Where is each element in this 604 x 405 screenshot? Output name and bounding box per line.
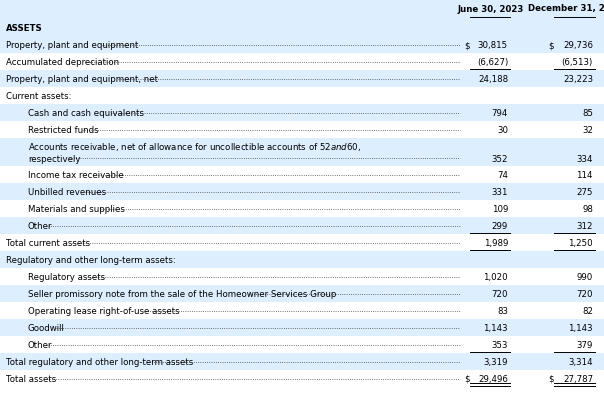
Bar <box>0 122 604 139</box>
Bar <box>0 200 604 217</box>
Text: 275: 275 <box>576 188 593 196</box>
Bar <box>0 105 604 122</box>
Text: $: $ <box>464 41 470 50</box>
Bar <box>0 139 604 166</box>
Text: 83: 83 <box>497 306 508 315</box>
Text: Property, plant and equipment: Property, plant and equipment <box>6 41 138 50</box>
Text: Total assets: Total assets <box>6 374 56 383</box>
Text: 98: 98 <box>582 205 593 213</box>
Text: Seller promissory note from the sale of the Homeowner Services Group: Seller promissory note from the sale of … <box>28 289 336 298</box>
Text: $: $ <box>548 41 554 50</box>
Text: 1,143: 1,143 <box>568 323 593 332</box>
Text: Operating lease right-of-use assets: Operating lease right-of-use assets <box>28 306 179 315</box>
Text: 85: 85 <box>582 109 593 118</box>
Text: 1,020: 1,020 <box>483 272 508 281</box>
Text: Accumulated depreciation: Accumulated depreciation <box>6 58 119 67</box>
Text: 3,314: 3,314 <box>568 357 593 366</box>
Bar <box>0 319 604 336</box>
Bar <box>0 285 604 302</box>
Text: 379: 379 <box>577 340 593 349</box>
Text: 794: 794 <box>492 109 508 118</box>
Bar <box>0 269 604 285</box>
Text: 1,250: 1,250 <box>568 239 593 247</box>
Bar <box>0 37 604 54</box>
Bar <box>0 353 604 370</box>
Bar <box>0 370 604 387</box>
Bar <box>0 54 604 71</box>
Text: 29,496: 29,496 <box>478 374 508 383</box>
Text: Income tax receivable: Income tax receivable <box>28 171 124 179</box>
Text: Regulatory assets: Regulatory assets <box>28 272 105 281</box>
Text: (6,513): (6,513) <box>562 58 593 67</box>
Text: 23,223: 23,223 <box>563 75 593 84</box>
Bar <box>0 88 604 105</box>
Text: 82: 82 <box>582 306 593 315</box>
Text: Total regulatory and other long-term assets: Total regulatory and other long-term ass… <box>6 357 193 366</box>
Text: 32: 32 <box>582 126 593 135</box>
Text: $: $ <box>464 374 470 383</box>
Bar <box>0 166 604 183</box>
Text: Goodwill: Goodwill <box>28 323 65 332</box>
Text: 30: 30 <box>497 126 508 135</box>
Text: 353: 353 <box>492 340 508 349</box>
Text: (6,627): (6,627) <box>477 58 508 67</box>
Text: 720: 720 <box>492 289 508 298</box>
Text: 109: 109 <box>492 205 508 213</box>
Text: respectively: respectively <box>28 154 80 163</box>
Text: June 30, 2023: June 30, 2023 <box>458 4 524 13</box>
Text: December 31, 2022: December 31, 2022 <box>528 4 604 13</box>
Text: 29,736: 29,736 <box>563 41 593 50</box>
Bar <box>0 252 604 269</box>
Bar <box>0 234 604 252</box>
Text: Accounts receivable, net of allowance for uncollectible accounts of $52 and $60,: Accounts receivable, net of allowance fo… <box>28 141 361 153</box>
Text: 299: 299 <box>492 222 508 230</box>
Text: Restricted funds: Restricted funds <box>28 126 98 135</box>
Text: 24,188: 24,188 <box>478 75 508 84</box>
Bar <box>0 336 604 353</box>
Text: 1,143: 1,143 <box>483 323 508 332</box>
Text: Property, plant and equipment, net: Property, plant and equipment, net <box>6 75 158 84</box>
Text: ASSETS: ASSETS <box>6 24 43 33</box>
Bar <box>0 20 604 37</box>
Text: 27,787: 27,787 <box>563 374 593 383</box>
Bar <box>0 71 604 88</box>
Text: 74: 74 <box>497 171 508 179</box>
Text: 114: 114 <box>576 171 593 179</box>
Text: 1,989: 1,989 <box>484 239 508 247</box>
Bar <box>0 217 604 234</box>
Text: Regulatory and other long-term assets:: Regulatory and other long-term assets: <box>6 256 176 264</box>
Text: 990: 990 <box>577 272 593 281</box>
Text: Total current assets: Total current assets <box>6 239 90 247</box>
Text: Cash and cash equivalents: Cash and cash equivalents <box>28 109 144 118</box>
Text: 352: 352 <box>492 154 508 163</box>
Text: 3,319: 3,319 <box>483 357 508 366</box>
Text: Other: Other <box>28 222 53 230</box>
Text: Other: Other <box>28 340 53 349</box>
Bar <box>0 0 604 20</box>
Text: 720: 720 <box>576 289 593 298</box>
Text: 334: 334 <box>576 154 593 163</box>
Text: Unbilled revenues: Unbilled revenues <box>28 188 106 196</box>
Text: $: $ <box>548 374 554 383</box>
Text: 312: 312 <box>576 222 593 230</box>
Text: 30,815: 30,815 <box>478 41 508 50</box>
Text: 331: 331 <box>492 188 508 196</box>
Bar <box>0 183 604 200</box>
Bar <box>0 302 604 319</box>
Text: Materials and supplies: Materials and supplies <box>28 205 125 213</box>
Text: Current assets:: Current assets: <box>6 92 71 101</box>
